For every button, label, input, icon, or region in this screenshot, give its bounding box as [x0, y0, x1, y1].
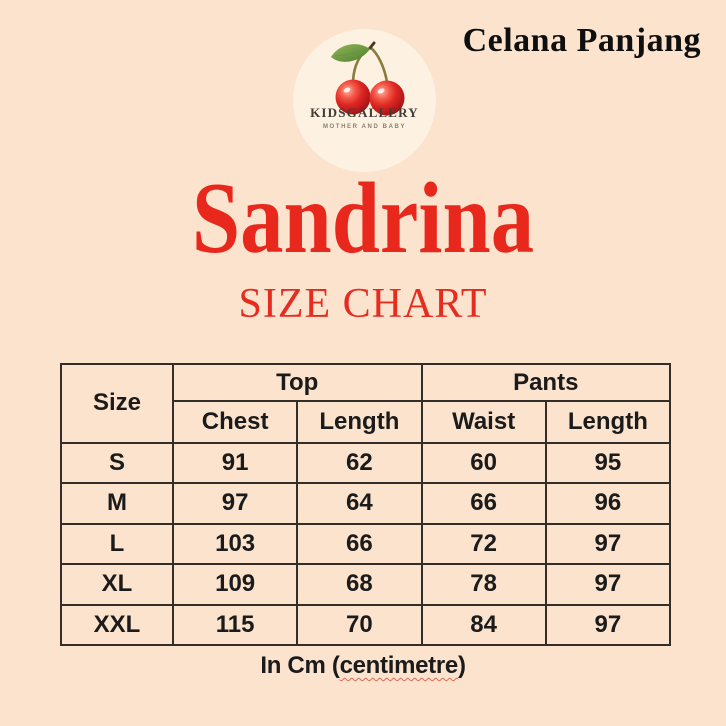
column-header-top-length: Length	[296, 400, 423, 444]
value-cell: 68	[296, 563, 423, 606]
table-subheader-row: Chest Length Waist Length	[61, 400, 672, 444]
table-row-xxl: XXL 115 70 84 97	[60, 603, 672, 647]
value-cell: 109	[171, 563, 299, 606]
value-cell: 97	[544, 603, 672, 647]
group-header-pants: Pants	[420, 362, 671, 403]
group-header-top: Top	[172, 362, 423, 403]
value-cell: 60	[420, 441, 547, 485]
value-cell: 78	[420, 563, 547, 606]
unit-footnote: In Cm (centimetre)	[0, 652, 726, 680]
size-cell: XL	[60, 563, 174, 606]
brand-logo: KIDSGALLERY MOTHER AND BABY	[293, 29, 436, 172]
brand-tagline: MOTHER AND BABY	[322, 124, 407, 130]
size-cell: L	[60, 522, 174, 566]
table-row-l: L 103 66 72 97	[60, 522, 672, 566]
unit-footnote-prefix: In Cm (	[260, 652, 340, 679]
value-cell: 97	[544, 563, 672, 606]
size-table: Size Top Pants Chest Length Waist Length…	[60, 362, 672, 647]
size-cell: XXL	[60, 603, 174, 647]
value-cell: 64	[296, 482, 423, 525]
size-cell: M	[60, 482, 174, 525]
value-cell: 70	[296, 603, 423, 647]
size-column-header: Size	[60, 363, 174, 444]
value-cell: 97	[544, 522, 672, 566]
size-chart-heading: SIZE CHART	[238, 281, 488, 327]
value-cell: 66	[296, 522, 423, 566]
value-cell: 96	[544, 482, 672, 525]
value-cell: 95	[544, 441, 672, 485]
table-row-xl: XL 109 68 78 97	[60, 563, 672, 606]
value-cell: 72	[420, 522, 547, 566]
value-cell: 66	[420, 482, 547, 525]
size-cell: S	[60, 441, 174, 485]
value-cell: 91	[171, 441, 299, 485]
unit-footnote-wavy: centimetre	[339, 652, 459, 679]
table-row-m: M 97 64 66 96	[60, 482, 672, 525]
brand-name: KIDSGALLERY	[310, 105, 419, 120]
table-group-header-row: Size Top Pants	[60, 362, 671, 444]
product-label: Celana Panjang	[462, 22, 701, 59]
value-cell: 84	[420, 603, 547, 647]
unit-footnote-suffix: )	[457, 652, 466, 679]
value-cell: 103	[171, 522, 299, 566]
column-header-pants-length: Length	[544, 400, 672, 444]
page-title: Sandrina	[191, 162, 535, 275]
column-header-chest: Chest	[171, 400, 299, 444]
table-row-s: S 91 62 60 95	[60, 441, 672, 485]
value-cell: 115	[171, 603, 299, 647]
value-cell: 62	[296, 441, 423, 485]
cherries-icon	[331, 41, 405, 116]
value-cell: 97	[171, 482, 299, 525]
column-header-waist: Waist	[420, 400, 547, 444]
